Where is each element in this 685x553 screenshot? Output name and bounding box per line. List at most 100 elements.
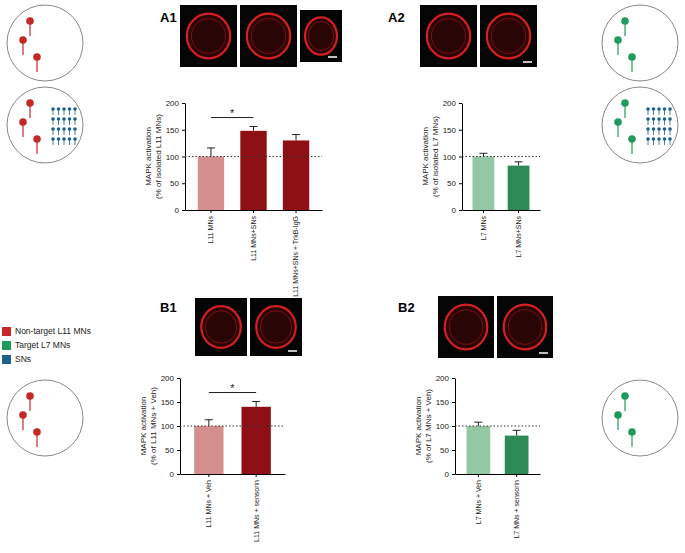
mn-soma [26,392,34,400]
y-axis-title: MAPK activation [421,127,430,186]
sn-soma [657,107,661,111]
cell-inner [191,19,225,54]
figure: Non-target L11 MNsTarget L7 MNsSNsA10501… [0,0,685,553]
y-tick-label: 150 [166,126,180,135]
bar [508,166,530,210]
sn-soma [57,107,61,111]
mn-soma [621,99,629,107]
error-bar [515,162,523,166]
x-axis-line [463,210,541,211]
error-cap [513,430,521,431]
y-tick: 200 [436,374,455,383]
mn-soma [19,118,27,126]
sn-soma [657,117,661,121]
scale-bar [523,61,532,63]
error-stem [210,148,211,157]
micrograph [420,5,477,67]
plot-area [180,402,285,474]
sn-soma [73,117,77,121]
scale-bar [328,56,337,58]
dish-outline [602,380,678,456]
y-tick-mark [452,426,455,427]
y-tick-label: 200 [443,99,457,108]
micrograph [480,5,537,67]
error-stem [516,430,517,435]
y-tick-mark [452,450,455,451]
x-axis: L11 MNsL11 MNs+SNsL11 MNs+SNs + TrkB-IgG [186,210,323,297]
x-tick-label: L7 MNs + sensorin [513,480,520,539]
bar [194,426,223,474]
mn-soma [33,135,41,143]
x-tick-mark [256,474,257,477]
y-tick-mark [459,183,462,184]
y-tick-mark [452,402,455,403]
y-tick-label: 0 [445,470,450,479]
chart: B2050100150200MAPK activation(% of L7 MN… [398,300,541,539]
sn-soma [51,107,55,111]
error-bar [250,127,258,131]
sn-soma [51,117,55,121]
y-tick-mark [459,103,462,104]
y-tick: 50 [165,446,180,455]
x-tick-label: L7 MNs + Veh [475,480,482,524]
micrograph-bg [480,5,537,67]
legend-label: Target L7 MNs [15,340,70,350]
y-tick-mark [459,210,462,211]
sn-soma [57,137,61,141]
legend-swatch [2,341,11,350]
micrograph-bg [240,5,297,67]
error-bar [292,135,300,141]
x-tick: L11 MNs [207,210,214,244]
y-tick-label: 100 [443,153,457,162]
y-tick-label: 150 [161,398,175,407]
x-tick: L11 MNs + Veh [205,474,212,528]
error-bar [207,148,215,157]
sn-soma [57,117,61,121]
x-tick: L7 MNs [480,210,487,240]
y-tick: 0 [175,206,185,215]
sn-soma [652,137,656,141]
dish-outline [602,5,678,81]
mn-soma [26,99,34,107]
y-tick-label: 0 [452,206,457,215]
error-stem [478,422,479,426]
y-axis: 050100150200 [436,374,456,479]
micrograph [497,296,553,358]
plot-area [462,153,540,210]
reference-line [180,426,285,427]
y-tick-mark [459,130,462,131]
schematic-dish [7,380,83,456]
bar [505,436,529,474]
y-tick-label: 100 [166,153,180,162]
cell-outline [487,14,530,59]
sn-soma [646,127,650,131]
micrograph [195,298,247,356]
y-tick-label: 200 [161,374,175,383]
bar [283,140,309,210]
chart: B1050100150200MAPK activation(% of L11 M… [139,300,286,542]
mn-soma [19,36,27,44]
mn-soma [628,53,636,61]
schematic-dish [7,87,83,163]
sn-soma [652,107,656,111]
y-tick: 150 [443,126,462,135]
mn-soma [628,428,636,436]
y-tick-label: 150 [443,126,457,135]
cell-outline [247,14,290,59]
y-tick-mark [182,157,185,158]
plot-area [185,127,322,210]
mn-soma [621,17,629,25]
sn-soma [663,107,667,111]
y-tick-label: 150 [436,398,450,407]
sn-soma [57,127,61,131]
y-axis-title: MAPK activation [414,397,423,456]
y-tick-mark [182,103,185,104]
mn-soma [19,411,27,419]
dish-outline [602,87,678,163]
y-tick-mark [177,402,180,403]
error-stem [518,162,519,166]
y-tick: 100 [161,422,180,431]
sn-soma [652,117,656,121]
cell-inner [431,19,465,54]
sn-soma [68,107,72,111]
